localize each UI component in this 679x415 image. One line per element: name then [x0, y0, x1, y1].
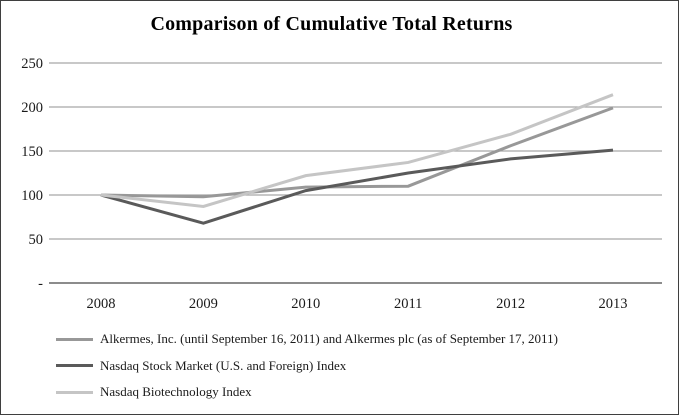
x-tick-label: 2008: [87, 296, 116, 312]
legend-line-swatch: [56, 364, 93, 367]
legend-item: Alkermes, Inc. (until September 16, 2011…: [56, 331, 656, 347]
x-tick-label: 2010: [291, 296, 320, 312]
legend: Alkermes, Inc. (until September 16, 2011…: [56, 331, 656, 411]
y-tick-label: 200: [21, 100, 43, 116]
y-tick-label: 150: [21, 144, 43, 160]
y-tick-label: 100: [21, 188, 43, 204]
x-tick-label: 2013: [599, 296, 628, 312]
legend-item: Nasdaq Biotechnology Index: [56, 384, 656, 400]
series-line: [100, 93, 614, 208]
chart-title: Comparison of Cumulative Total Returns: [150, 13, 513, 35]
x-tick-label: 2009: [189, 296, 218, 312]
x-tick-label: 2012: [496, 296, 525, 312]
legend-label: Alkermes, Inc. (until September 16, 2011…: [100, 331, 558, 346]
y-tick-label: 250: [21, 56, 43, 72]
series-line: [100, 106, 614, 199]
legend-label: Nasdaq Stock Market (U.S. and Foreign) I…: [100, 357, 347, 373]
legend-line-swatch: [56, 390, 93, 394]
legend-label: Nasdaq Biotechnology Index: [100, 384, 252, 399]
y-tick-label: -: [38, 276, 43, 292]
y-tick-label: 50: [29, 232, 44, 248]
legend-line-swatch: [56, 337, 93, 341]
x-tick-label: 2011: [394, 296, 422, 312]
legend-item: Nasdaq Stock Market (U.S. and Foreign) I…: [56, 358, 656, 374]
series-line: [100, 148, 614, 225]
